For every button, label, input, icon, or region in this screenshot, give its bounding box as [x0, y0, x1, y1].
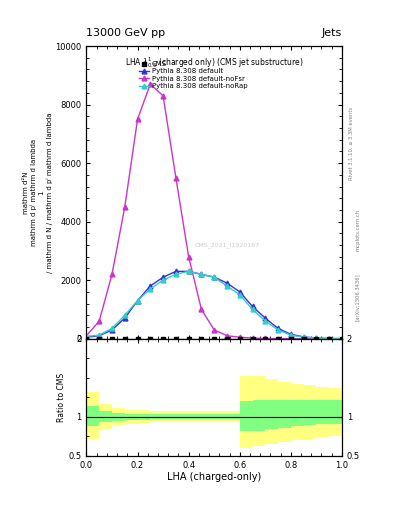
X-axis label: LHA (charged-only): LHA (charged-only) — [167, 472, 261, 482]
Legend: CMS, Pythia 8.308 default, Pythia 8.308 default-noFsr, Pythia 8.308 default-noRa: CMS, Pythia 8.308 default, Pythia 8.308 … — [136, 58, 250, 92]
Text: Jets: Jets — [321, 28, 342, 38]
Text: 13000 GeV pp: 13000 GeV pp — [86, 28, 165, 38]
Y-axis label: mathrm d²N
mathrm d pⁱ mathrm d lambda
1
/ mathrm d N / mathrm d pⁱ mathrm d lam: mathrm d²N mathrm d pⁱ mathrm d lambda 1… — [23, 112, 53, 272]
Text: mcplots.cern.ch: mcplots.cern.ch — [355, 209, 360, 251]
Text: CMS_2021_I1920187: CMS_2021_I1920187 — [195, 242, 259, 248]
Text: LHA $\lambda^{1}_{0.5}$ (charged only) (CMS jet substructure): LHA $\lambda^{1}_{0.5}$ (charged only) (… — [125, 55, 303, 70]
Y-axis label: Ratio to CMS: Ratio to CMS — [57, 373, 66, 422]
Text: Rivet 3.1.10, ≥ 3.3M events: Rivet 3.1.10, ≥ 3.3M events — [349, 106, 354, 180]
Text: [arXiv:1306.3436]: [arXiv:1306.3436] — [355, 273, 360, 321]
